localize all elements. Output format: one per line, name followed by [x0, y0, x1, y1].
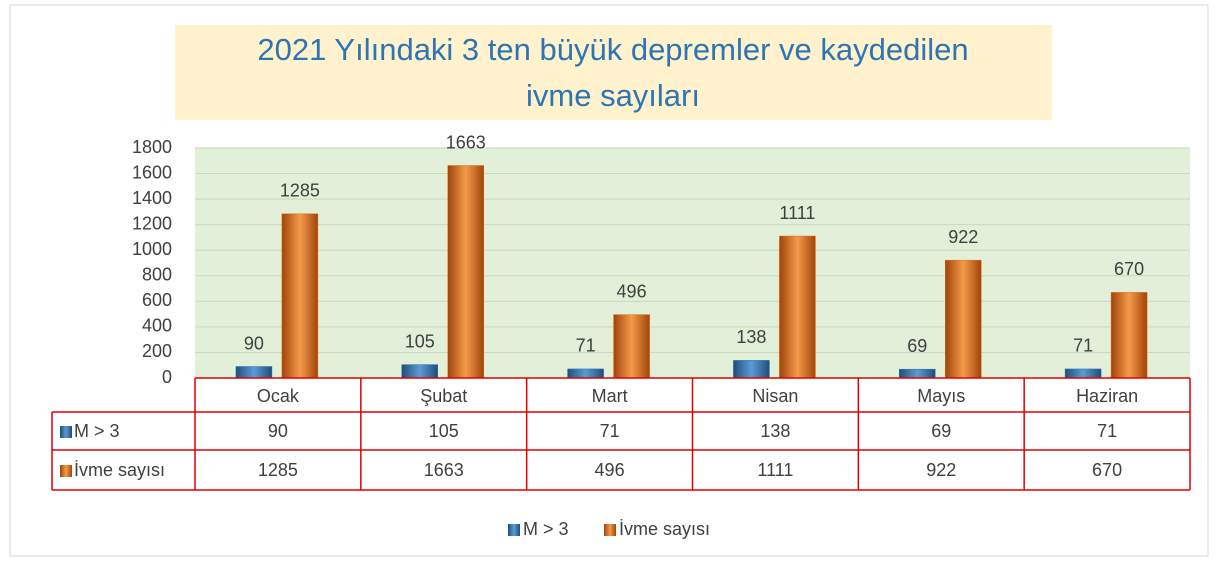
table-cell: 1663 — [424, 460, 464, 480]
bar — [447, 165, 484, 379]
data-label: 71 — [1073, 336, 1093, 356]
table-cell: 90 — [268, 421, 288, 441]
data-label: 670 — [1114, 259, 1144, 279]
legend-label: M > 3 — [523, 519, 569, 539]
bar — [235, 366, 273, 379]
y-tick-label: 1200 — [132, 213, 172, 233]
y-tick-label: 1600 — [132, 162, 172, 182]
data-label: 71 — [576, 336, 596, 356]
y-tick-label: 400 — [142, 316, 172, 336]
table-cell: 922 — [926, 460, 956, 480]
data-label: 138 — [736, 327, 766, 347]
table-cell: 105 — [429, 421, 459, 441]
bar — [899, 368, 936, 379]
table-series-label: M > 3 — [74, 421, 120, 441]
table-cell: 1285 — [258, 460, 298, 480]
bar — [945, 259, 982, 379]
x-tick-label: Haziran — [1076, 386, 1138, 406]
data-label: 922 — [948, 227, 978, 247]
data-label: 1285 — [280, 181, 320, 201]
bar — [779, 235, 816, 379]
table-series-label: İvme sayısı — [74, 460, 165, 480]
table-legend-marker — [60, 465, 72, 477]
data-label: 496 — [617, 281, 647, 301]
legend-marker — [508, 524, 520, 536]
plot-area — [195, 148, 1190, 378]
data-label: 69 — [907, 336, 927, 356]
bar — [1064, 368, 1102, 379]
y-tick-label: 800 — [142, 265, 172, 285]
x-tick-label: Şubat — [420, 386, 467, 406]
bar — [567, 368, 604, 379]
data-label: 105 — [405, 331, 435, 351]
table-cell: 1111 — [757, 460, 793, 480]
y-tick-label: 1800 — [132, 137, 172, 157]
data-label: 90 — [244, 333, 264, 353]
x-tick-label: Mayıs — [917, 386, 965, 406]
bar — [401, 364, 438, 379]
y-tick-label: 1000 — [132, 239, 172, 259]
bar — [1110, 292, 1148, 379]
legend-marker — [604, 524, 616, 536]
x-tick-label: Ocak — [257, 386, 300, 406]
table-cell: 138 — [760, 421, 790, 441]
title-box — [175, 25, 1052, 120]
y-tick-label: 0 — [162, 367, 172, 387]
y-tick-label: 200 — [142, 341, 172, 361]
table-cell: 496 — [595, 460, 625, 480]
legend-label: İvme sayısı — [619, 519, 710, 539]
x-tick-label: Nisan — [752, 386, 798, 406]
chart-title: 2021 Yılındaki 3 ten büyük depremler ve … — [257, 32, 968, 113]
data-label: 1663 — [446, 132, 486, 152]
data-label: 1111 — [779, 203, 815, 223]
y-tick-label: 600 — [142, 290, 172, 310]
table-cell: 670 — [1092, 460, 1122, 480]
bar — [281, 213, 319, 379]
table-cell: 69 — [931, 421, 951, 441]
x-tick-label: Mart — [592, 386, 628, 406]
table-cell: 71 — [1097, 421, 1117, 441]
bar — [733, 360, 770, 379]
table-cell: 71 — [600, 421, 620, 441]
y-tick-label: 1400 — [132, 188, 172, 208]
table-legend-marker — [60, 426, 72, 438]
bar — [613, 314, 650, 379]
